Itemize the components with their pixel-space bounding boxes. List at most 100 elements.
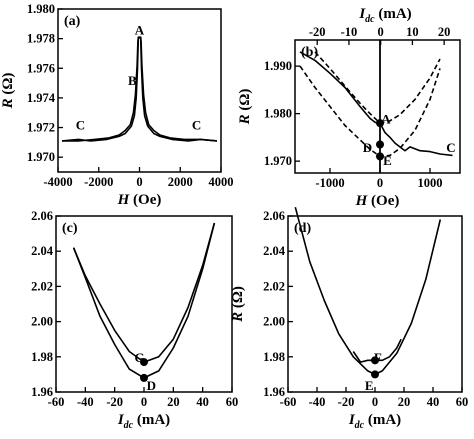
y-axis-var: R bbox=[237, 114, 253, 125]
x-tick-label: 20 bbox=[398, 395, 411, 409]
data-marker bbox=[140, 373, 148, 382]
top-axis-unit: (mA) bbox=[375, 6, 412, 22]
top-x-axis-label: Idc (mA) bbox=[358, 6, 411, 25]
y-tick-label: 2.04 bbox=[31, 244, 54, 258]
x-axis-var: H bbox=[355, 193, 369, 209]
x-axis-unit: (mA) bbox=[364, 412, 401, 428]
y-tick-label: 1.970 bbox=[264, 154, 292, 168]
y-tick-label: 1.96 bbox=[31, 385, 53, 399]
point-label: C bbox=[192, 118, 201, 133]
x-axis-var: H bbox=[117, 192, 131, 208]
point-label: E bbox=[365, 378, 374, 393]
y-tick-label: 1.978 bbox=[27, 32, 55, 46]
x-axis-var: I bbox=[117, 412, 125, 428]
x-axis-label: Idc (mA) bbox=[117, 412, 170, 431]
x-tick-label: -40 bbox=[77, 395, 94, 409]
y-axis-label: R (Ω) bbox=[237, 89, 253, 126]
top-x-tick-label: 20 bbox=[438, 25, 451, 39]
x-axis-unit: (Oe) bbox=[129, 192, 161, 208]
y-axis-label: R (Ω) bbox=[0, 73, 16, 110]
top-x-tick-label: -10 bbox=[341, 25, 358, 39]
x-tick-label: -60 bbox=[280, 395, 297, 409]
point-label: E bbox=[383, 153, 392, 168]
x-tick-label: 40 bbox=[196, 395, 209, 409]
panel-label: (b) bbox=[301, 45, 318, 60]
x-axis-unit: (mA) bbox=[133, 412, 170, 428]
top-x-tick-label: -20 bbox=[309, 25, 326, 39]
x-tick-label: 1000 bbox=[418, 176, 443, 190]
top-x-tick-label: 10 bbox=[406, 25, 419, 39]
y-axis-unit: (Ω) bbox=[0, 73, 16, 99]
y-axis-var: R bbox=[0, 98, 16, 109]
x-axis-label: H (Oe) bbox=[355, 193, 400, 209]
x-tick-label: 0 bbox=[136, 175, 142, 189]
y-tick-label: 1.974 bbox=[27, 91, 56, 105]
data-marker bbox=[376, 152, 384, 161]
x-tick-label: 0 bbox=[141, 395, 147, 409]
plot-frame bbox=[294, 39, 461, 174]
panel-label: (d) bbox=[294, 221, 311, 236]
point-label: D bbox=[363, 140, 372, 155]
y-tick-label: 2.02 bbox=[263, 279, 285, 293]
point-label: A bbox=[381, 111, 391, 126]
series-line-1 bbox=[299, 51, 453, 157]
y-tick-label: 1.976 bbox=[27, 61, 55, 75]
data-marker bbox=[140, 358, 148, 367]
x-axis-subscript: dc bbox=[124, 420, 134, 431]
x-tick-label: -4000 bbox=[43, 175, 72, 189]
x-axis-label: H (Oe) bbox=[117, 192, 162, 208]
panel-label: (c) bbox=[62, 221, 78, 236]
top-x-tick-label: 0 bbox=[378, 25, 384, 39]
y-tick-label: 1.990 bbox=[264, 59, 292, 73]
series-line-2 bbox=[299, 65, 441, 158]
x-axis-subscript: dc bbox=[355, 420, 365, 431]
y-axis-label: R (Ω) bbox=[230, 286, 246, 323]
panel-b: -1000 0 1000 1.970 1.980 1.990 -20 -10 0 10 20 ADE C… bbox=[237, 6, 461, 209]
x-tick-label: 60 bbox=[456, 395, 469, 409]
x-tick-label: 40 bbox=[427, 395, 440, 409]
panel-d: -60 -40 -20 0 20 40 60 1.96 1.98 2.00 2.02 2.04 2.06… bbox=[230, 206, 469, 431]
panel-c: -60 -40 -20 0 20 40 60 1.96 1.98 2.00 2.02 2.04 2.06… bbox=[31, 209, 238, 431]
data-marker bbox=[371, 370, 379, 379]
x-tick-label: -1000 bbox=[315, 176, 344, 190]
series-line-1 bbox=[294, 206, 442, 376]
y-tick-label: 2.00 bbox=[263, 315, 285, 329]
y-tick-label: 1.98 bbox=[31, 350, 53, 364]
x-axis-var: I bbox=[348, 412, 356, 428]
data-marker bbox=[371, 356, 379, 365]
y-tick-label: 2.06 bbox=[263, 209, 285, 223]
y-tick-label: 1.970 bbox=[27, 150, 55, 164]
x-tick-label: 60 bbox=[226, 395, 239, 409]
panel-label: (a) bbox=[64, 14, 81, 29]
y-tick-label: 1.972 bbox=[27, 121, 55, 135]
x-axis-unit: (Oe) bbox=[367, 193, 399, 209]
panel-a: -4000 -2000 0 2000 4000 1.970 1.972 1.974 1.976 1… bbox=[0, 2, 234, 208]
x-tick-label: 4000 bbox=[209, 175, 234, 189]
point-label: C bbox=[446, 140, 455, 155]
x-tick-label: 0 bbox=[372, 395, 378, 409]
x-tick-label: 20 bbox=[167, 395, 180, 409]
top-axis-subscript: dc bbox=[365, 14, 375, 25]
top-axis-var: I bbox=[358, 6, 366, 22]
x-tick-label: 0 bbox=[377, 176, 383, 190]
plot-frame bbox=[287, 215, 463, 393]
x-tick-label: 2000 bbox=[168, 175, 193, 189]
y-tick-label: 2.06 bbox=[31, 209, 53, 223]
point-label: B bbox=[128, 73, 137, 88]
point-label: F bbox=[374, 350, 382, 365]
data-marker bbox=[376, 119, 384, 128]
point-label: C bbox=[76, 118, 85, 133]
series-line-2 bbox=[72, 222, 216, 363]
y-tick-label: 2.02 bbox=[31, 279, 53, 293]
y-tick-label: 2.04 bbox=[263, 244, 286, 258]
y-axis-unit: (Ω) bbox=[230, 286, 246, 312]
x-tick-label: -20 bbox=[106, 395, 123, 409]
point-label: D bbox=[147, 378, 156, 393]
x-axis-label: Idc (mA) bbox=[348, 412, 401, 431]
point-label: G bbox=[135, 350, 145, 365]
x-tick-label: -40 bbox=[309, 395, 326, 409]
x-tick-label: -20 bbox=[338, 395, 355, 409]
y-tick-label: 1.980 bbox=[27, 2, 55, 16]
series-line-2 bbox=[62, 36, 217, 142]
